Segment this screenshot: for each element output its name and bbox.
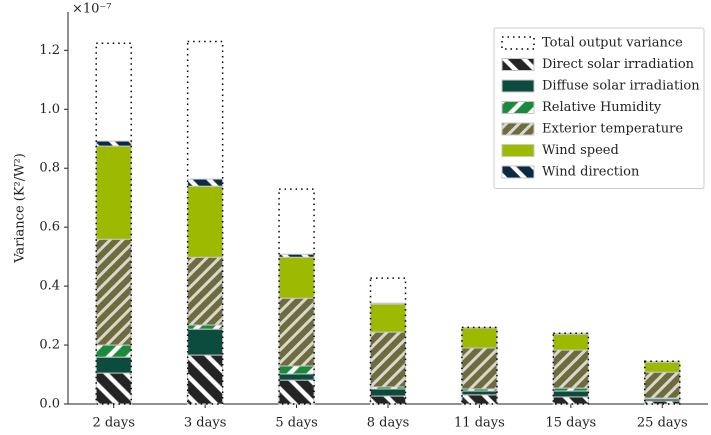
- bar-segment: [95, 356, 132, 374]
- bar-segment: [461, 327, 498, 349]
- bar-segment: [644, 361, 681, 373]
- total-outline: [278, 188, 315, 405]
- bar-segment: [278, 256, 315, 299]
- bar-segment: [552, 390, 589, 398]
- bar-segment: [187, 354, 224, 405]
- bar-segment: [278, 365, 315, 375]
- legend-swatch: [501, 122, 535, 136]
- bar-segment: [278, 253, 315, 258]
- bar-segment: [278, 297, 315, 367]
- y-tick-label: 1.0: [39, 102, 60, 117]
- bar-segment: [370, 388, 406, 397]
- bar-segment: [278, 373, 315, 381]
- total-outline: [369, 277, 407, 405]
- bar-segment: [370, 395, 406, 405]
- bar-segment: [278, 379, 315, 405]
- legend-label: Diffuse solar irradiation: [542, 79, 700, 94]
- y-axis-label: Variance (K²/W²): [13, 153, 28, 264]
- bar-segment: [370, 331, 406, 388]
- total-outline: [461, 326, 498, 405]
- total-outline: [95, 42, 132, 405]
- y-tick-label: 0.0: [39, 397, 60, 412]
- bar-segment: [95, 372, 132, 405]
- total-outline: [644, 360, 681, 405]
- legend-label: Total output variance: [542, 36, 683, 51]
- legend-swatch: [501, 58, 535, 71]
- legend-label: Relative Humidity: [542, 100, 662, 115]
- bar-segment: [461, 347, 498, 390]
- bar-segment: [552, 396, 589, 405]
- bar-segment: [187, 328, 224, 356]
- y-multiplier: ×10⁻⁷: [72, 2, 112, 17]
- x-tick-label: 11 days: [454, 416, 505, 431]
- bar-segment: [461, 394, 498, 405]
- bar-segment: [95, 140, 132, 147]
- bar-segment: [644, 371, 681, 399]
- bar-segment: [187, 185, 224, 258]
- x-tick-label: 15 days: [545, 416, 596, 431]
- y-tick-label: 0.2: [39, 338, 60, 353]
- legend-swatch: [501, 101, 535, 114]
- legend-swatch: [501, 165, 535, 179]
- bar-segment: [552, 333, 589, 351]
- bar-segment: [461, 390, 498, 396]
- total-outline: [552, 332, 590, 405]
- bar-segment: [370, 302, 406, 305]
- y-tick-label: 0.4: [39, 279, 60, 294]
- legend-swatch: [501, 144, 535, 157]
- bar-segment: [552, 349, 589, 389]
- legend-label: Exterior temperature: [542, 122, 683, 137]
- total-outline: [186, 40, 224, 405]
- x-tick-label: 8 days: [367, 416, 410, 431]
- legend-swatch: [501, 79, 535, 93]
- bar-segment: [95, 344, 132, 358]
- y-tick-label: 0.8: [39, 161, 60, 176]
- legend-label: Direct solar irradiation: [542, 57, 695, 72]
- bar-segment: [95, 145, 132, 240]
- x-tick-label: 25 days: [637, 416, 688, 431]
- legend-label: Wind speed: [542, 143, 619, 158]
- y-tick-label: 1.2: [39, 43, 60, 58]
- bar-segment: [187, 178, 224, 187]
- x-tick-label: 2 days: [92, 416, 135, 431]
- bar-segment: [187, 256, 224, 326]
- x-tick-label: 5 days: [275, 416, 318, 431]
- y-tick-label: 0.6: [39, 220, 60, 235]
- x-tick-label: 3 days: [184, 416, 227, 431]
- legend-label: Wind direction: [542, 165, 640, 180]
- bar-segment: [187, 324, 224, 330]
- legend-box: [493, 27, 705, 189]
- bar-segment: [95, 238, 132, 346]
- bar-segment: [370, 303, 406, 333]
